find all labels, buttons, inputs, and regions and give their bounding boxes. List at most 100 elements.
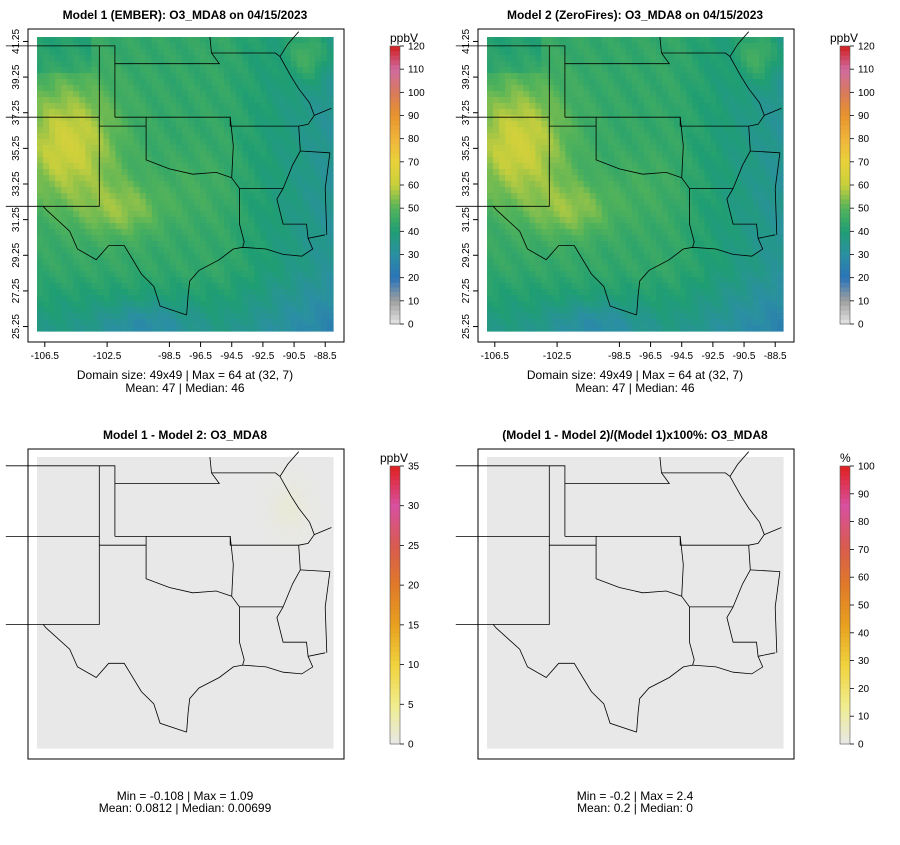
heatmap-cell xyxy=(620,229,627,236)
heatmap-cell xyxy=(566,301,573,308)
heatmap-cell xyxy=(741,301,748,308)
heatmap-cell xyxy=(711,253,718,260)
heatmap-cell xyxy=(170,253,177,260)
heatmap-cell xyxy=(267,91,274,98)
heatmap-cell xyxy=(315,163,322,170)
heatmap-cell xyxy=(559,199,566,206)
heatmap-cell xyxy=(735,199,742,206)
heatmap-cell xyxy=(584,145,591,152)
heatmap-cell xyxy=(777,157,784,164)
heatmap-cell xyxy=(674,229,681,236)
heatmap-cell xyxy=(771,169,778,176)
heatmap-cell xyxy=(553,91,560,98)
heatmap-cell xyxy=(547,181,554,188)
heatmap-cell xyxy=(236,91,243,98)
heatmap-cell xyxy=(273,319,280,326)
heatmap-cell xyxy=(686,121,693,128)
heatmap-cell xyxy=(644,175,651,182)
heatmap-cell xyxy=(236,109,243,116)
heatmap-cell xyxy=(103,127,110,134)
heatmap-cell xyxy=(620,49,627,56)
heatmap-cell xyxy=(91,325,98,332)
heatmap-cell xyxy=(771,115,778,122)
y-tick-label: 41.25 xyxy=(11,29,22,54)
heatmap-cell xyxy=(315,43,322,50)
heatmap-cell xyxy=(242,289,249,296)
heatmap-cell xyxy=(753,43,760,50)
heatmap-cell xyxy=(146,121,153,128)
heatmap-cell xyxy=(626,163,633,170)
heatmap-cell xyxy=(55,181,62,188)
heatmap-cell xyxy=(273,229,280,236)
heatmap-cell xyxy=(741,241,748,248)
heatmap-cell xyxy=(729,169,736,176)
heatmap-cell xyxy=(566,181,573,188)
heatmap-cell xyxy=(753,301,760,308)
heatmap-cell xyxy=(753,241,760,248)
heatmap-cell xyxy=(777,241,784,248)
heatmap-cell xyxy=(692,139,699,146)
heatmap-cell xyxy=(741,115,748,122)
heatmap-cell xyxy=(777,61,784,68)
heatmap-cell xyxy=(505,175,512,182)
heatmap-cell xyxy=(638,301,645,308)
heatmap-cell xyxy=(529,169,536,176)
heatmap-cell xyxy=(273,151,280,158)
heatmap-cell xyxy=(248,49,255,56)
heatmap-cell xyxy=(559,301,566,308)
heatmap-cell xyxy=(723,211,730,218)
heatmap-cell xyxy=(596,271,603,278)
heatmap-cell xyxy=(182,67,189,74)
heatmap-cell xyxy=(248,67,255,74)
heatmap-cell xyxy=(315,313,322,320)
heatmap-cell xyxy=(315,115,322,122)
heatmap-cell xyxy=(614,157,621,164)
heatmap-cell xyxy=(200,121,207,128)
heatmap-cell xyxy=(511,313,518,320)
x-tick-label: -90.5 xyxy=(283,351,306,362)
heatmap-cell xyxy=(541,139,548,146)
heatmap-cell xyxy=(261,85,268,92)
heatmap-cell xyxy=(267,193,274,200)
heatmap-cell xyxy=(771,325,778,332)
heatmap-cell xyxy=(493,127,500,134)
heatmap-cell xyxy=(523,229,530,236)
heatmap-cell xyxy=(729,43,736,50)
heatmap-cell xyxy=(584,49,591,56)
heatmap-cell xyxy=(723,235,730,242)
heatmap-cell xyxy=(43,265,50,272)
heatmap-cell xyxy=(254,319,261,326)
heatmap-cell xyxy=(735,49,742,56)
heatmap-cell xyxy=(85,295,92,302)
heatmap-cell xyxy=(535,37,542,44)
heatmap-cell xyxy=(517,163,524,170)
heatmap-cell xyxy=(79,301,86,308)
heatmap-cell xyxy=(254,217,261,224)
heatmap-cell xyxy=(741,277,748,284)
heatmap-cell xyxy=(327,145,334,152)
heatmap-cell xyxy=(309,265,316,272)
heatmap-cell xyxy=(747,187,754,194)
colorbar-segment xyxy=(390,259,400,264)
heatmap-cell xyxy=(626,49,633,56)
heatmap-cell xyxy=(291,175,298,182)
heatmap-cell xyxy=(572,289,579,296)
heatmap-cell xyxy=(729,313,736,320)
heatmap-cell xyxy=(327,157,334,164)
heatmap-cell xyxy=(559,181,566,188)
heatmap-cell xyxy=(267,67,274,74)
heatmap-cell xyxy=(128,175,135,182)
heatmap-cell xyxy=(499,271,506,278)
heatmap-cell xyxy=(122,187,129,194)
heatmap-cell xyxy=(517,73,524,80)
heatmap-cell xyxy=(620,289,627,296)
heatmap-cell xyxy=(717,259,724,266)
heatmap-cell xyxy=(170,139,177,146)
heatmap-cell xyxy=(103,109,110,116)
heatmap-cell xyxy=(55,253,62,260)
heatmap-cell xyxy=(590,43,597,50)
heatmap-cell xyxy=(608,169,615,176)
heatmap-cell xyxy=(499,193,506,200)
heatmap-cell xyxy=(43,133,50,140)
heatmap-cell xyxy=(668,289,675,296)
